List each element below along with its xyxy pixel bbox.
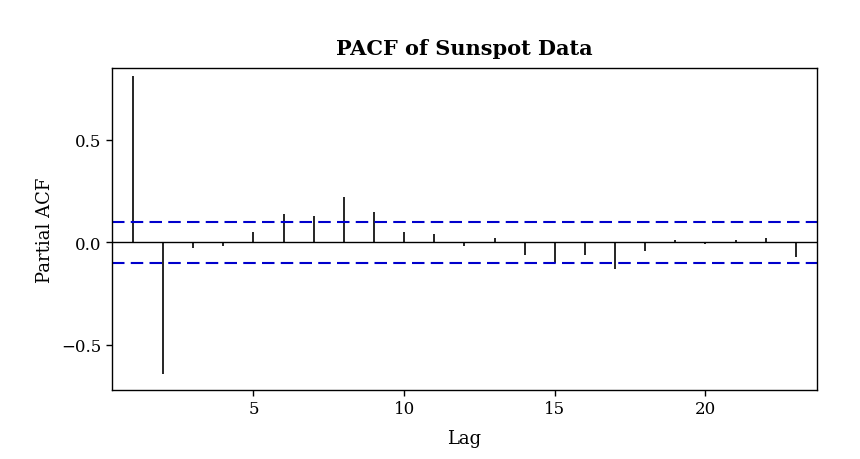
Y-axis label: Partial ACF: Partial ACF bbox=[36, 177, 54, 282]
Title: PACF of Sunspot Data: PACF of Sunspot Data bbox=[336, 39, 593, 59]
X-axis label: Lag: Lag bbox=[447, 429, 482, 447]
